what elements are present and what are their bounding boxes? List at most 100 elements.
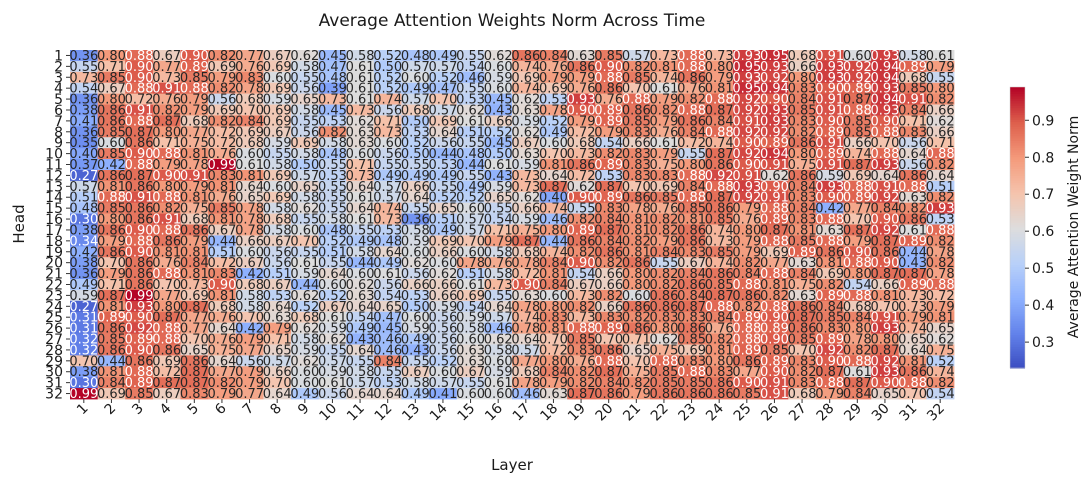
heatmap-cell xyxy=(815,60,844,73)
heatmap-cell xyxy=(456,202,485,214)
cell-value-label: 0.89 xyxy=(898,234,927,249)
heatmap-cell xyxy=(512,115,541,127)
heatmap-cell xyxy=(235,333,264,345)
heatmap-cell xyxy=(456,82,485,95)
cell-value-label: 0.82 xyxy=(788,125,817,140)
heatmap-cell xyxy=(291,159,320,171)
heatmap-cell xyxy=(152,180,181,193)
heatmap-cell xyxy=(346,257,375,269)
cell-value-label: 0.55 xyxy=(318,158,347,173)
heatmap-cell xyxy=(815,268,844,280)
cell-value-label: 0.64 xyxy=(373,245,402,260)
heatmap-cell xyxy=(152,169,181,182)
cell-value-label: 0.68 xyxy=(567,136,596,151)
heatmap-cell xyxy=(926,246,955,258)
colorbar-segment xyxy=(1010,91,1025,95)
heatmap-cell xyxy=(788,93,817,105)
heatmap-cell xyxy=(815,311,844,324)
cell-value-label: 0.36 xyxy=(69,93,98,108)
cell-value-label: 0.88 xyxy=(760,267,789,282)
cell-value-label: 0.63 xyxy=(263,311,292,326)
heatmap-cell xyxy=(208,169,237,182)
heatmap-cell xyxy=(456,279,485,291)
heatmap-cell xyxy=(346,235,375,247)
cell-value-label: 0.56 xyxy=(898,136,927,151)
heatmap-cell xyxy=(705,322,734,334)
heatmap-cell xyxy=(705,148,734,160)
heatmap-cell xyxy=(733,126,762,138)
colorbar-segment xyxy=(1010,229,1025,233)
heatmap-cell xyxy=(70,377,99,389)
heatmap-cell xyxy=(429,311,458,324)
cell-value-label: 0.88 xyxy=(843,354,872,369)
cell-value-label: 0.90 xyxy=(870,376,899,391)
cell-value-label: 0.53 xyxy=(263,289,292,304)
heatmap-cell xyxy=(97,257,126,269)
colorbar-segment xyxy=(1010,293,1025,297)
cell-value-label: 0.67 xyxy=(263,278,292,293)
cell-value-label: 0.88 xyxy=(870,125,899,140)
heatmap-cell xyxy=(484,71,513,84)
heatmap-cell xyxy=(539,148,568,160)
cell-value-label: 0.93 xyxy=(870,103,899,118)
heatmap-cell xyxy=(788,137,817,149)
heatmap-cell xyxy=(456,213,485,225)
heatmap-cell xyxy=(871,246,900,258)
cell-value-label: 0.74 xyxy=(511,60,540,75)
cell-value-label: 0.67 xyxy=(677,256,706,271)
cell-value-label: 0.90 xyxy=(760,333,789,348)
heatmap-cell xyxy=(677,235,706,247)
cell-value-label: 0.76 xyxy=(484,256,513,271)
cell-value-label: 0.84 xyxy=(898,103,927,118)
cell-value-label: 0.88 xyxy=(760,300,789,315)
cell-value-label: 0.69 xyxy=(263,103,292,118)
heatmap-cell xyxy=(512,235,541,247)
cell-value-label: 0.84 xyxy=(788,93,817,108)
cell-value-label: 0.92 xyxy=(732,147,761,162)
cell-value-label: 0.89 xyxy=(567,223,596,238)
colorbar-segment xyxy=(1010,246,1025,250)
heatmap-cell xyxy=(263,333,292,345)
heatmap-cell xyxy=(401,289,430,302)
cell-value-label: 0.80 xyxy=(539,300,568,315)
cell-value-label: 0.81 xyxy=(622,213,651,228)
heatmap-cell xyxy=(152,159,181,171)
x-tick-label: 15 xyxy=(454,401,478,425)
heatmap-cell xyxy=(512,202,541,214)
heatmap-cell xyxy=(512,104,541,116)
heatmap-cell xyxy=(733,93,762,105)
cell-value-label: 0.54 xyxy=(843,278,872,293)
cell-value-label: 0.67 xyxy=(511,136,540,151)
heatmap-cell xyxy=(401,333,430,345)
cell-value-label: 0.87 xyxy=(843,93,872,108)
cell-value-label: 0.53 xyxy=(428,158,457,173)
cell-value-label: 0.56 xyxy=(235,354,264,369)
heatmap-cell xyxy=(567,159,596,171)
cell-value-label: 0.59 xyxy=(815,169,844,184)
cell-value-label: 0.77 xyxy=(843,202,872,217)
heatmap-cell xyxy=(97,159,126,171)
heatmap-cell xyxy=(152,60,181,73)
cell-value-label: 0.75 xyxy=(788,278,817,293)
cell-value-label: 0.62 xyxy=(926,333,955,348)
heatmap-cell xyxy=(594,377,623,389)
heatmap-cell xyxy=(567,169,596,182)
heatmap-cell xyxy=(815,93,844,105)
cell-value-label: 0.59 xyxy=(318,365,347,380)
cell-value-label: 0.92 xyxy=(125,322,154,337)
heatmap-cell xyxy=(263,311,292,324)
heatmap-cell xyxy=(567,115,596,127)
heatmap-cell xyxy=(622,246,651,258)
heatmap-cell xyxy=(263,366,292,378)
cell-value-label: 0.79 xyxy=(732,245,761,260)
cell-value-label: 0.83 xyxy=(788,354,817,369)
heatmap-cell xyxy=(70,191,99,204)
heatmap-cell xyxy=(815,224,844,236)
heatmap-cell xyxy=(898,224,927,236)
cell-value-label: 0.75 xyxy=(511,223,540,238)
heatmap-cell xyxy=(235,126,264,138)
cell-value-label: 0.77 xyxy=(511,354,540,369)
heatmap-cell xyxy=(346,71,375,84)
heatmap-cell xyxy=(512,377,541,389)
heatmap-cell xyxy=(291,366,320,378)
